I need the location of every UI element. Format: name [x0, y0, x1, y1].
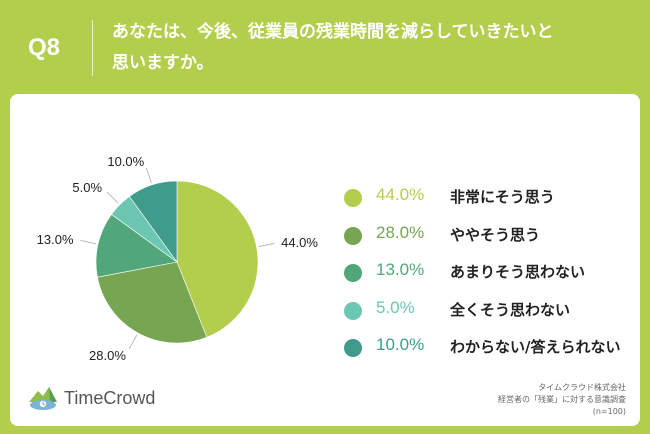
- legend-swatch-1: [344, 226, 362, 245]
- source-note: タイムクラウド株式会社 経営者の「残業」に対する意識調査 (n=100): [498, 382, 626, 418]
- pie-leader-3: [106, 191, 119, 204]
- legend-swatch-3: [344, 301, 362, 320]
- legend-item-0: 44.0% 非常にそう思う: [340, 182, 640, 220]
- legend-item-2: 13.0% あまりそう思わない: [340, 257, 640, 295]
- legend-label-1: ややそう思う: [450, 225, 541, 244]
- legend-swatch-0: [344, 189, 362, 207]
- pie-slice-1: [97, 261, 208, 344]
- legend-label-2: あまりそう思わない: [450, 263, 586, 281]
- pie-label-2: 13.0%: [37, 232, 74, 247]
- legend-item-4: 10.0% わからない/答えられない: [340, 332, 640, 370]
- pie-slice-4: [128, 180, 178, 263]
- chart-card: 44.0% 28.0% 13.0% 5.0% 10.0% 44.0% 非常にそう思う 28.…: [10, 94, 640, 426]
- pie-chart: 44.0% 28.0% 13.0% 5.0% 10.0%: [37, 154, 319, 363]
- pie-leader-0: [258, 242, 275, 247]
- pie-label-1: 28.0%: [89, 348, 126, 363]
- pie-leader-2: [80, 239, 97, 245]
- header: Q8 あなたは、今後、従業員の残業時間を減らしていきたいと 思いますか。: [0, 0, 650, 94]
- legend-value-2: 13.0%: [376, 260, 425, 279]
- question-text: あなたは、今後、従業員の残業時間を減らしていきたいと 思いますか。: [112, 17, 632, 79]
- header-divider: [92, 20, 93, 76]
- pie-label-3: 5.0%: [72, 180, 102, 195]
- legend-label-0: 非常にそう思う: [450, 188, 555, 206]
- source-survey: 経営者の「残業」に対する意識調査: [498, 395, 626, 404]
- legend-value-0: 44.0%: [376, 185, 425, 204]
- legend-item-3: 5.0% 全くそう思わない: [340, 295, 640, 333]
- legend-swatch-2: [344, 264, 362, 282]
- legend-value-1: 28.0%: [376, 222, 425, 242]
- pie-slice-0: [176, 180, 259, 338]
- source-sample: (n=100): [592, 407, 626, 416]
- legend-label-4: わからない/答えられない: [450, 338, 621, 356]
- pie-leader-4: [145, 167, 152, 184]
- pie-slice-2: [95, 213, 178, 278]
- timecrowd-logo-text: TimeCrowd: [64, 388, 156, 408]
- legend-label-3: 全くそう思わない: [450, 300, 571, 319]
- legend-item-1: 28.0% ややそう思う: [340, 220, 640, 258]
- question-line-2: 思いますか。: [112, 53, 214, 73]
- timecrowd-logo-icon: [29, 387, 57, 410]
- legend-value-4: 10.0%: [376, 335, 425, 354]
- pie-label-4: 10.0%: [107, 154, 144, 169]
- question-number: Q8: [28, 34, 61, 61]
- legend: 44.0% 非常にそう思う 28.0% ややそう思う 13.0% あまりそう思わない 5.0…: [340, 182, 640, 370]
- pie-leader-1: [128, 334, 138, 349]
- pie-label-0: 44.0%: [281, 235, 318, 250]
- legend-value-3: 5.0%: [376, 297, 415, 317]
- legend-swatch-4: [344, 339, 362, 357]
- source-company: タイムクラウド株式会社: [538, 383, 626, 392]
- question-line-1: あなたは、今後、従業員の残業時間を減らしていきたいと: [112, 22, 554, 42]
